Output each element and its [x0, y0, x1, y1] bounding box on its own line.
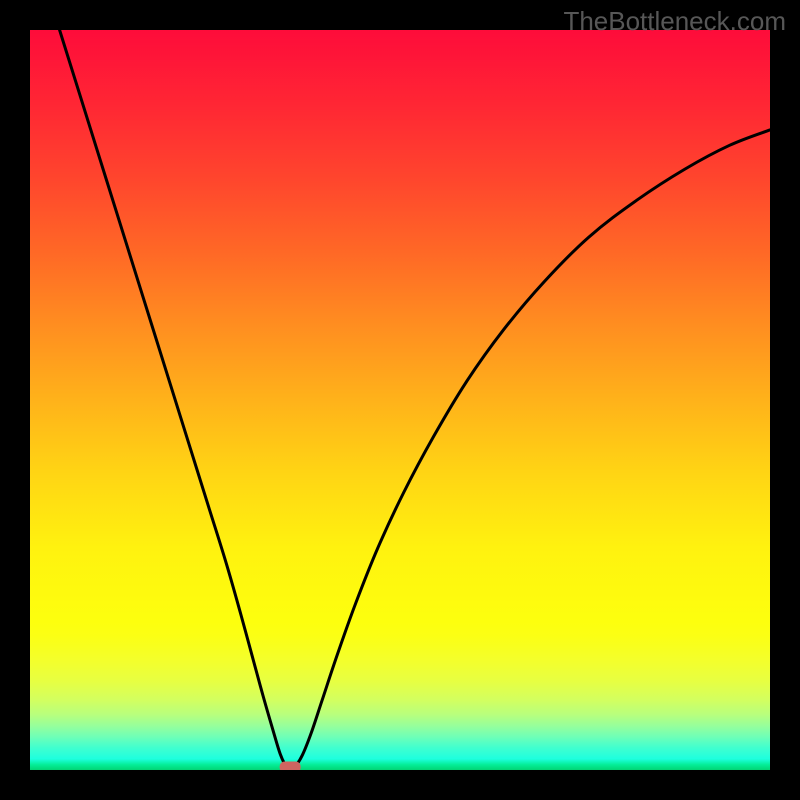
chart-plot-area — [30, 30, 770, 770]
chart-minimum-marker — [280, 761, 301, 770]
watermark-text: TheBottleneck.com — [563, 6, 786, 37]
chart-curve — [30, 30, 770, 770]
